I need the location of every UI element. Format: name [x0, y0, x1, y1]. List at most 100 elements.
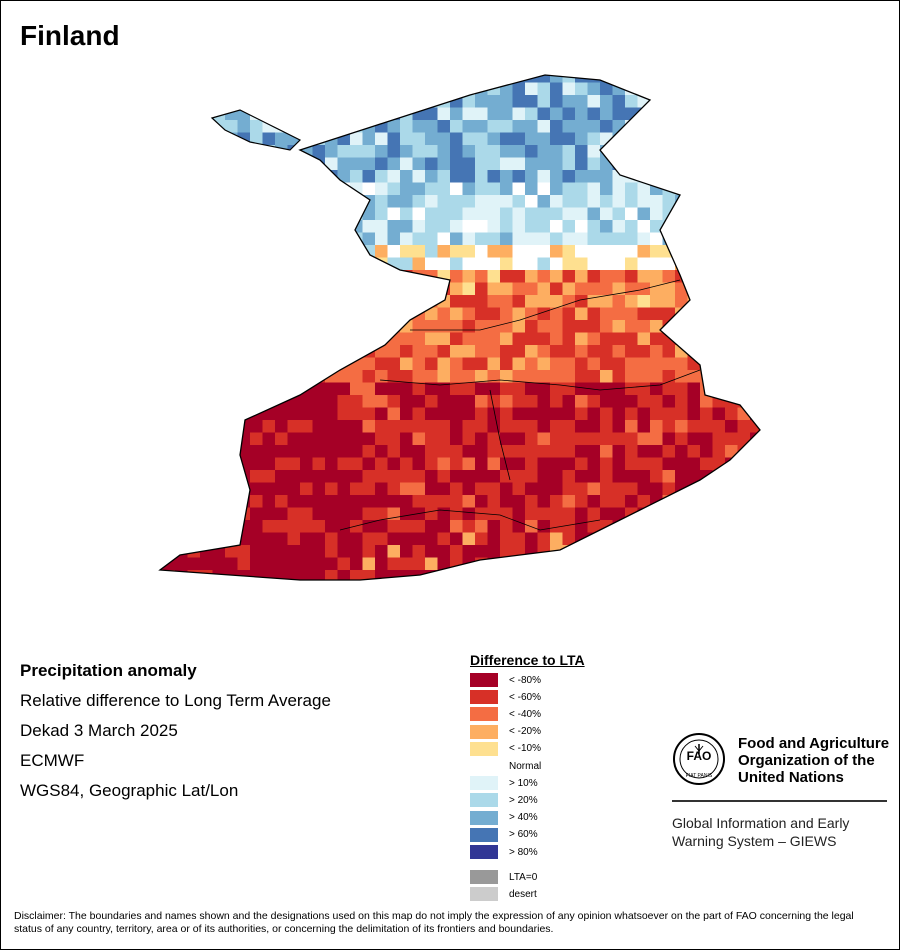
grid-cell — [537, 445, 551, 458]
grid-cell — [525, 207, 538, 221]
grid-cell — [160, 95, 163, 108]
grid-cell — [237, 170, 251, 183]
grid-cell — [587, 145, 601, 158]
grid-cell — [562, 95, 576, 108]
grid-cell — [625, 395, 638, 408]
grid-cell — [750, 145, 760, 158]
grid-cell — [763, 408, 776, 421]
grid-cell — [600, 382, 613, 396]
grid-cell — [537, 195, 551, 208]
grid-cell — [700, 420, 713, 433]
svg-text:FAO: FAO — [687, 749, 712, 763]
grid-cell — [187, 207, 201, 221]
grid-cell — [162, 407, 176, 421]
grid-cell — [712, 532, 726, 546]
grid-cell — [350, 420, 363, 433]
grid-cell — [300, 195, 313, 208]
grid-cell — [400, 520, 413, 533]
grid-cell — [737, 75, 751, 83]
grid-cell — [375, 482, 388, 496]
grid-cell — [275, 570, 288, 580]
legend-row: < -60% — [470, 690, 541, 705]
grid-cell — [425, 332, 438, 346]
grid-cell — [300, 207, 313, 221]
grid-cell — [412, 145, 426, 158]
grid-cell — [562, 395, 576, 408]
grid-cell — [637, 145, 651, 158]
grid-cell — [225, 307, 238, 321]
grid-cell — [763, 470, 776, 483]
grid-cell — [400, 82, 413, 96]
grid-cell — [337, 445, 351, 458]
grid-cell — [425, 445, 438, 458]
grid-cell — [187, 395, 201, 408]
grid-cell — [737, 470, 751, 483]
grid-cell — [400, 120, 413, 133]
grid-cell — [525, 257, 538, 271]
grid-cell — [262, 82, 276, 96]
grid-cell — [725, 432, 738, 446]
grid-cell — [487, 95, 501, 108]
grid-cell — [650, 107, 663, 121]
grid-cell — [200, 570, 213, 580]
grid-cell — [160, 570, 163, 580]
grid-cell — [375, 407, 388, 421]
grid-cell — [687, 245, 701, 258]
grid-cell — [587, 345, 601, 358]
grid-cell — [175, 132, 188, 146]
grid-cell — [175, 532, 188, 546]
grid-cell — [337, 332, 351, 346]
grid-cell — [262, 420, 276, 433]
grid-cell — [337, 307, 351, 321]
grid-cell — [337, 395, 351, 408]
grid-cell — [175, 282, 188, 296]
grid-cell — [362, 495, 376, 508]
grid-cell — [350, 520, 363, 533]
grid-cell — [287, 495, 301, 508]
grid-cell — [525, 482, 538, 496]
grid-cell — [200, 207, 213, 221]
grid-cell — [500, 132, 513, 146]
grid-cell — [512, 195, 526, 208]
grid-cell — [550, 182, 563, 196]
grid-cell — [300, 432, 313, 446]
grid-cell — [500, 470, 513, 483]
grid-cell — [162, 220, 176, 233]
grid-cell — [187, 420, 201, 433]
grid-cell — [688, 583, 701, 596]
grid-cell — [700, 232, 713, 246]
grid-cell — [625, 232, 638, 246]
grid-cell — [212, 257, 226, 271]
grid-cell — [500, 220, 513, 233]
grid-cell — [475, 520, 488, 533]
grid-cell — [400, 470, 413, 483]
grid-cell — [312, 370, 326, 383]
grid-cell — [562, 120, 576, 133]
grid-cell — [200, 295, 213, 308]
grid-cell — [737, 320, 751, 333]
grid-cell — [375, 245, 388, 258]
grid-cell — [362, 145, 376, 158]
grid-cell — [250, 120, 263, 133]
grid-cell — [462, 432, 476, 446]
grid-cell — [488, 583, 501, 596]
grid-cell — [160, 420, 163, 433]
grid-cell — [475, 507, 488, 521]
grid-cell — [387, 457, 401, 471]
grid-cell — [160, 432, 163, 446]
grid-cell — [437, 332, 451, 346]
grid-cell — [237, 207, 251, 221]
grid-cell — [300, 95, 313, 108]
grid-cell — [537, 170, 551, 183]
grid-cell — [437, 520, 451, 533]
grid-cell — [212, 207, 226, 221]
grid-cell — [175, 382, 188, 396]
grid-cell — [475, 370, 488, 383]
grid-cell — [212, 195, 226, 208]
grid-cell — [300, 507, 313, 521]
grid-cell — [325, 82, 338, 96]
grid-cell — [362, 470, 376, 483]
grid-cell — [175, 507, 188, 521]
grid-cell — [550, 82, 563, 96]
grid-cell — [187, 120, 201, 133]
